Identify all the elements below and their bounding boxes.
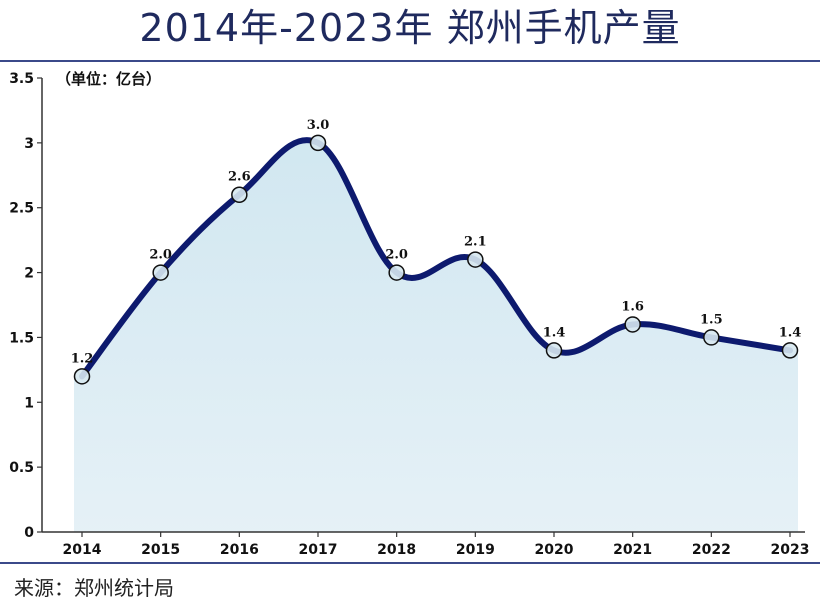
data-label: 1.2 bbox=[71, 351, 94, 366]
y-tick-label: 3 bbox=[24, 136, 34, 152]
data-label: 2.0 bbox=[385, 248, 408, 263]
data-label: 1.4 bbox=[779, 325, 802, 340]
data-point bbox=[703, 329, 720, 346]
y-tick-label: 1 bbox=[24, 395, 34, 411]
data-point bbox=[152, 264, 169, 281]
x-tick-label: 2021 bbox=[613, 542, 652, 558]
series-line bbox=[79, 137, 793, 380]
x-tick-label: 2022 bbox=[692, 542, 731, 558]
footer-divider bbox=[0, 562, 820, 564]
data-label: 1.5 bbox=[700, 312, 723, 327]
x-tick-label: 2017 bbox=[299, 542, 338, 558]
data-point bbox=[781, 342, 799, 359]
data-label: 2.0 bbox=[149, 248, 172, 263]
data-point bbox=[624, 316, 641, 333]
area-fill bbox=[74, 140, 798, 532]
unit-label: （单位：亿台） bbox=[56, 70, 161, 88]
data-label: 1.4 bbox=[543, 325, 566, 340]
data-label: 3.0 bbox=[307, 118, 330, 133]
y-tick-label: 2.5 bbox=[9, 201, 34, 217]
x-tick-label: 2019 bbox=[456, 542, 495, 558]
x-tick-label: 2014 bbox=[63, 542, 102, 558]
data-label: 2.6 bbox=[228, 170, 251, 185]
data-point bbox=[388, 264, 405, 281]
y-tick-label: 0 bbox=[24, 525, 34, 541]
line-chart: 0 0.5 1 1.5 2 2.5 3 3.5 2014 2015 2016 2017 2018 2019… bbox=[9, 70, 810, 558]
data-label: 1.6 bbox=[621, 299, 644, 314]
title-divider bbox=[0, 60, 820, 62]
y-tick-label: 0.5 bbox=[9, 460, 34, 476]
x-tick-label: 2023 bbox=[771, 542, 810, 558]
data-point bbox=[309, 134, 327, 152]
source-note: 来源：郑州统计局 bbox=[14, 576, 174, 600]
data-label: 2.1 bbox=[464, 235, 487, 250]
y-tick-label: 3.5 bbox=[9, 71, 34, 87]
data-point bbox=[231, 186, 248, 203]
data-point bbox=[73, 368, 91, 385]
x-tick-label: 2015 bbox=[141, 542, 180, 558]
y-tick-label: 1.5 bbox=[9, 330, 34, 346]
x-tick-label: 2018 bbox=[377, 542, 416, 558]
x-tick-label: 2016 bbox=[220, 542, 259, 558]
data-point bbox=[545, 342, 563, 359]
data-point bbox=[467, 251, 484, 268]
y-tick-label: 2 bbox=[24, 266, 34, 282]
chart-title: 2014年-2023年 郑州手机产量 bbox=[139, 6, 681, 50]
x-tick-label: 2020 bbox=[535, 542, 574, 558]
